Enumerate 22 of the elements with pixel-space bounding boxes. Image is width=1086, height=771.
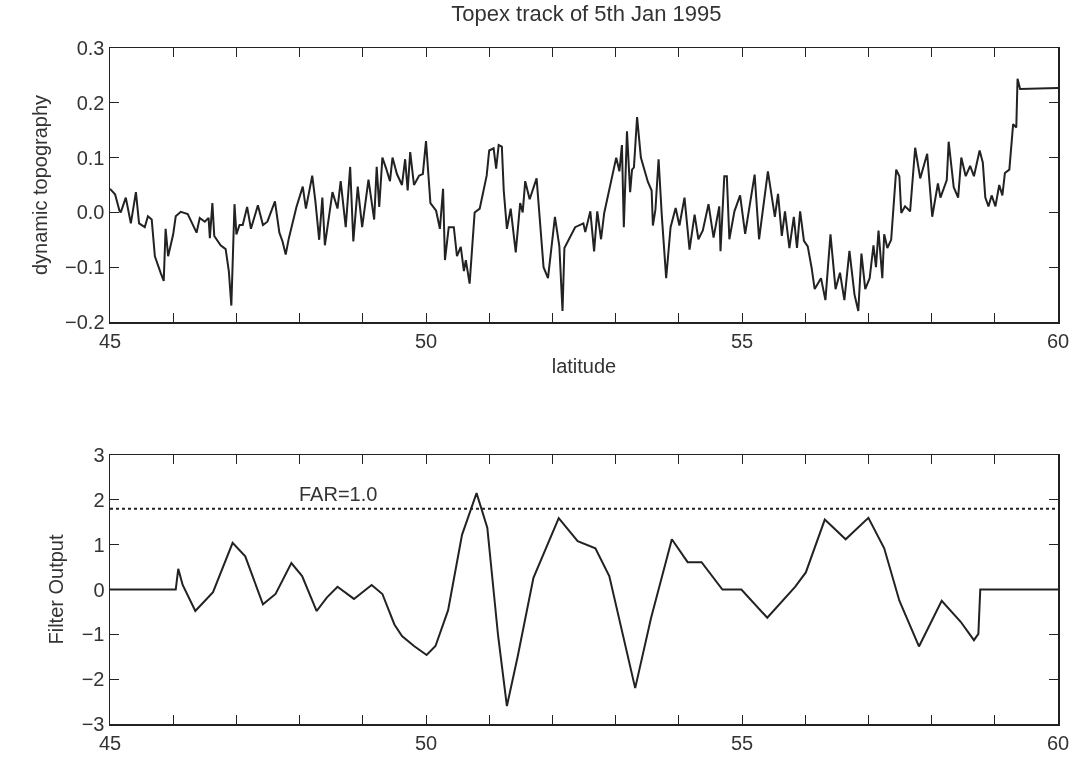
x-tick-label: 55 — [730, 329, 754, 352]
y-tick-label: −2 — [81, 668, 105, 691]
x-tick-label: 60 — [1046, 731, 1070, 754]
y-tick-label: −0.1 — [65, 256, 105, 279]
y-axis-title: Filter Output — [45, 534, 68, 645]
y-tick-label: 0.2 — [76, 91, 105, 114]
y-tick-label: 0.1 — [76, 146, 105, 169]
y-tick-label: 1 — [93, 533, 105, 556]
y-tick-label: 0.3 — [76, 37, 105, 59]
y-axis-title: dynamic topography — [28, 94, 51, 276]
x-tick-label: 55 — [730, 731, 754, 754]
x-tick-label: 50 — [414, 329, 438, 352]
y-tick-label: 2 — [93, 488, 105, 511]
y-tick-label: −1 — [81, 623, 105, 646]
x-tick-label: 50 — [414, 731, 438, 754]
annotation: FAR=1.0 — [299, 483, 378, 505]
x-tick-label: 60 — [1046, 329, 1070, 352]
y-tick-label: 0 — [93, 578, 105, 601]
y-tick-label: 3 — [93, 444, 105, 466]
chart-title: Topex track of 5th Jan 1995 — [451, 1, 722, 27]
y-tick-label: 0.0 — [76, 201, 105, 224]
x-axis-title: latitude — [551, 354, 617, 377]
